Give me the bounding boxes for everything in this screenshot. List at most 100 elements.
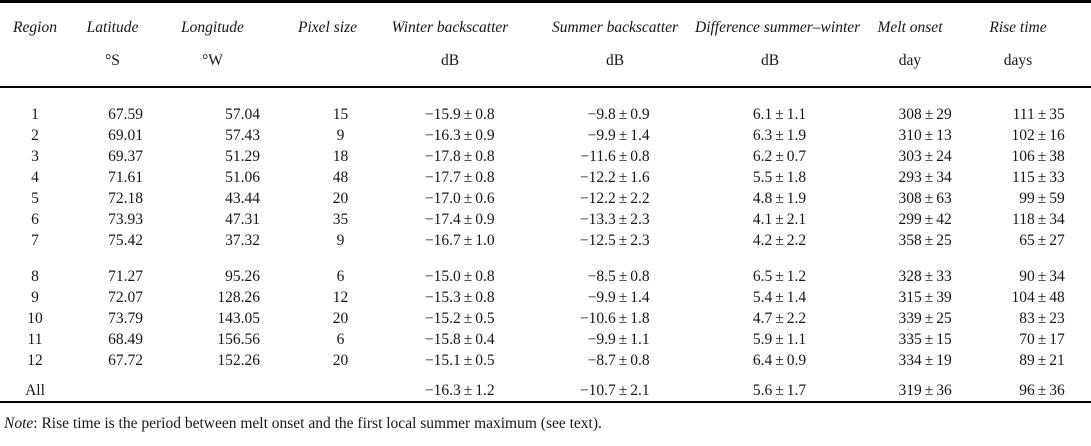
plus-minus-sign: ±	[618, 106, 628, 123]
cell-difference: 6.5 ±1.2	[695, 251, 865, 287]
cell-region: 11	[27, 331, 43, 348]
value: −9.9	[587, 127, 616, 144]
plus-minus-sign: ±	[618, 331, 628, 348]
cell-rise-time: 111 ±35	[985, 87, 1091, 125]
plus-minus-sign: ±	[1037, 352, 1047, 369]
table-row: 4 71.61 51.06 48 −17.7 ±0.8 −12.2 ±1.6 5.5 ±1.8 29…	[0, 167, 1091, 188]
plus-minus-sign: ±	[463, 289, 473, 306]
uncertainty: 24	[936, 148, 952, 165]
cell-rise-time: 90 ±34	[985, 251, 1091, 287]
value: 6.1	[752, 106, 773, 123]
uncertainty: 34	[936, 169, 952, 186]
cell-summer: −8.7 ±0.8	[535, 350, 695, 371]
cell-pixel-size	[270, 371, 385, 401]
plus-minus-sign: ±	[463, 310, 473, 327]
value: 99	[1019, 190, 1035, 207]
cell-pixel-size: 18	[332, 148, 349, 165]
cell-difference: 4.2 ±2.2	[695, 230, 865, 251]
col-unit-melt-onset: day	[865, 38, 985, 88]
cell-summer: −13.3 ±2.3	[535, 209, 695, 230]
cell-pixel-size: 9	[336, 127, 345, 144]
table-row: 7 75.42 37.32 9 −16.7 ±1.0 −12.5 ±2.3 4.2 ±2.2 358…	[0, 230, 1091, 251]
cell-rise-time: 102 ±16	[985, 125, 1091, 146]
plus-minus-sign: ±	[775, 232, 784, 249]
cell-summer: −9.9 ±1.4	[535, 125, 695, 146]
plus-minus-sign: ±	[924, 352, 934, 369]
cell-melt-onset: 293 ±34	[865, 167, 985, 188]
value: 328	[898, 268, 922, 285]
uncertainty: 2.2	[786, 310, 807, 327]
value: 90	[1019, 268, 1035, 285]
uncertainty: 29	[936, 106, 952, 123]
cell-latitude: 67.72	[108, 352, 143, 369]
cell-latitude: 73.79	[108, 310, 143, 327]
value: 315	[898, 289, 922, 306]
uncertainty: 19	[936, 352, 952, 369]
cell-region: 12	[27, 352, 43, 369]
uncertainty: 63	[936, 190, 952, 207]
cell-difference: 6.4 ±0.9	[695, 350, 865, 371]
col-header-difference: Difference summer–winter	[695, 19, 861, 36]
cell-winter: −15.2 ±0.5	[385, 308, 535, 329]
value: −8.7	[587, 352, 616, 369]
value: 5.5	[752, 169, 773, 186]
value: 5.9	[752, 331, 773, 348]
plus-minus-sign: ±	[775, 268, 784, 285]
header-unit-row: °S °W dB dB dB day days	[0, 38, 1091, 88]
plus-minus-sign: ±	[1037, 268, 1047, 285]
cell-melt-onset: 319 ±36	[865, 371, 985, 401]
uncertainty: 0.9	[786, 352, 807, 369]
cell-winter: −17.7 ±0.8	[385, 167, 535, 188]
table-row: 2 69.01 57.43 9 −16.3 ±0.9 −9.9 ±1.4 6.3 ±1.9 310 ±…	[0, 125, 1091, 146]
header-label-row: Region Latitude Longitude Pixel size Win…	[0, 2, 1091, 39]
cell-melt-onset: 308 ±63	[865, 188, 985, 209]
value: −8.5	[587, 268, 616, 285]
plus-minus-sign: ±	[775, 289, 784, 306]
cell-melt-onset: 328 ±33	[865, 251, 985, 287]
uncertainty: 17	[1049, 331, 1065, 348]
plus-minus-sign: ±	[924, 211, 934, 228]
value: 308	[898, 106, 922, 123]
col-header-winter-backscatter: Winter backscatter	[391, 19, 509, 36]
cell-rise-time: 118 ±34	[985, 209, 1091, 230]
uncertainty: 0.4	[475, 331, 495, 348]
cell-longitude	[155, 371, 270, 401]
value: −16.7	[424, 232, 461, 249]
cell-difference: 4.1 ±2.1	[695, 209, 865, 230]
value: 293	[898, 169, 922, 186]
table-row: 11 68.49 156.56 6 −15.8 ±0.4 −9.9 ±1.1 5.9 ±1.1 33…	[0, 329, 1091, 350]
plus-minus-sign: ±	[618, 289, 628, 306]
cell-winter: −16.3 ±0.9	[385, 125, 535, 146]
table-row: 5 72.18 43.44 20 −17.0 ±0.6 −12.2 ±2.2 4.8 ±1.9 30…	[0, 188, 1091, 209]
plus-minus-sign: ±	[775, 169, 784, 186]
cell-winter: −15.8 ±0.4	[385, 329, 535, 350]
plus-minus-sign: ±	[618, 232, 628, 249]
plus-minus-sign: ±	[463, 268, 473, 285]
data-table: Region Latitude Longitude Pixel size Win…	[0, 0, 1091, 401]
plus-minus-sign: ±	[775, 127, 784, 144]
uncertainty: 1.2	[475, 382, 495, 399]
value: −13.3	[579, 211, 616, 228]
plus-minus-sign: ±	[463, 232, 473, 249]
table-row: 6 73.93 47.31 35 −17.4 ±0.9 −13.3 ±2.3 4.1 ±2.1 29…	[0, 209, 1091, 230]
cell-rise-time: 70 ±17	[985, 329, 1091, 350]
cell-difference: 5.9 ±1.1	[695, 329, 865, 350]
table-row: 3 69.37 51.29 18 −17.8 ±0.8 −11.6 ±0.8 6.2 ±0.7 30…	[0, 146, 1091, 167]
value: 4.8	[752, 190, 773, 207]
table-header: Region Latitude Longitude Pixel size Win…	[0, 2, 1091, 88]
uncertainty: 2.2	[630, 190, 650, 207]
plus-minus-sign: ±	[618, 190, 628, 207]
plus-minus-sign: ±	[1037, 106, 1047, 123]
table-row: All −16.3 ±1.2 −10.7 ±2.1 5.6 ±1.7 319 ±36 96 ±36	[0, 371, 1091, 401]
cell-winter: −17.8 ±0.8	[385, 146, 535, 167]
cell-difference: 5.5 ±1.8	[695, 167, 865, 188]
col-unit-rise-time: days	[985, 38, 1091, 88]
value: 319	[898, 382, 922, 399]
value: 335	[898, 331, 922, 348]
uncertainty: 0.8	[630, 352, 650, 369]
value: 334	[898, 352, 922, 369]
cell-winter: −15.9 ±0.8	[385, 87, 535, 125]
cell-latitude: 68.49	[108, 331, 143, 348]
uncertainty: 0.5	[475, 310, 495, 327]
uncertainty: 33	[936, 268, 952, 285]
